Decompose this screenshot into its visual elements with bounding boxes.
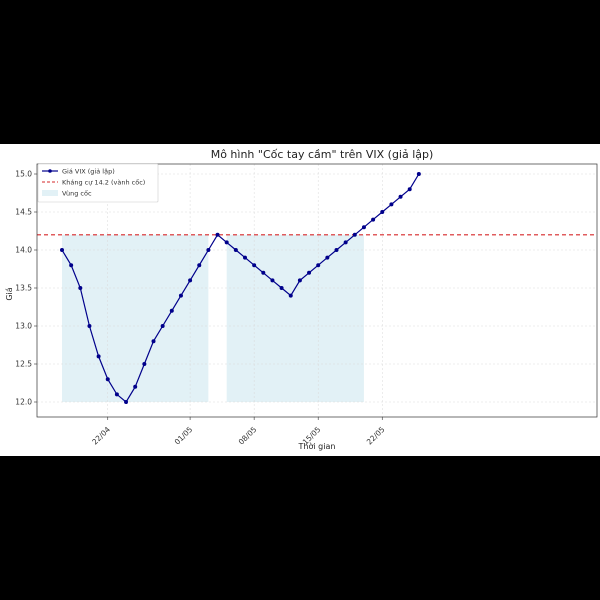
vix-price-point: [78, 286, 83, 290]
vix-price-point: [243, 255, 247, 260]
vix-price-point: [261, 270, 266, 275]
chart-frame: Mô hình "Cốc tay cầm" trên VIX (giả lập)…: [0, 144, 600, 456]
vix-price-point: [352, 232, 357, 237]
vix-price-point: [288, 293, 293, 298]
vix-price-point: [233, 248, 238, 252]
legend-series-marker: [48, 169, 52, 173]
vix-price-point: [224, 240, 229, 245]
x-tick-label: 22/05: [365, 425, 387, 447]
vix-price-point: [188, 278, 193, 283]
vix-price-point: [142, 362, 147, 366]
vix-price-point: [197, 263, 202, 268]
y-tick-label: 12.5: [15, 360, 32, 369]
vix-chart: Mô hình "Cốc tay cầm" trên VIX (giả lập)…: [5, 148, 598, 451]
vix-price-point: [124, 400, 129, 404]
vix-price-point: [325, 255, 330, 260]
vix-price-point: [169, 308, 174, 313]
vix-price-point: [105, 377, 110, 382]
vix-price-point: [279, 286, 284, 290]
chart-title: Mô hình "Cốc tay cầm" trên VIX (giả lập): [211, 148, 434, 161]
vix-price-line: [61, 173, 420, 403]
vix-price-point: [206, 248, 211, 252]
legend: Giá VIX (giả lập) Kháng cự 14.2 (vành cố…: [37, 163, 159, 203]
vix-price-point: [252, 263, 257, 268]
vix-price-point: [307, 270, 312, 275]
vix-price-point: [69, 263, 74, 268]
cup-zone-1: [62, 234, 209, 402]
vix-price-point: [389, 202, 394, 207]
vix-price-point: [160, 324, 165, 328]
vix-price-point: [96, 354, 101, 359]
legend-resistance-label: Kháng cự 14.2 (vành cốc): [62, 179, 145, 187]
vix-price-point: [416, 172, 421, 176]
vix-price-point: [316, 263, 321, 268]
y-tick-label: 15.0: [15, 170, 32, 179]
vix-price-point: [297, 278, 302, 283]
x-tick-label: 01/05: [173, 425, 195, 447]
y-tick-label: 12.0: [15, 398, 32, 407]
legend-box: [37, 163, 159, 203]
x-tick-label: 08/05: [237, 425, 259, 447]
vix-price-point: [114, 392, 119, 397]
vix-price-point: [151, 339, 156, 344]
vix-price-point: [334, 248, 339, 252]
plot-frame: [36, 163, 598, 418]
vix-price-point: [361, 225, 366, 230]
y-tick-label: 13.5: [15, 284, 32, 293]
cup-zone-2: [226, 234, 364, 402]
vix-price-point: [133, 384, 138, 389]
vix-price-point: [215, 232, 220, 237]
vix-price-point: [270, 278, 275, 283]
vix-price-point: [380, 210, 385, 214]
vix-price-point: [87, 324, 92, 328]
vix-price-point: [178, 293, 183, 298]
vix-price-point: [343, 240, 348, 245]
vix-price-point: [60, 248, 64, 252]
x-axis-label: Thời gian: [298, 441, 336, 451]
x-tick-label: 22/04: [90, 425, 112, 447]
vix-price-point: [398, 194, 403, 199]
legend-zone-swatch: [42, 190, 58, 196]
legend-series-label: Giá VIX (giả lập): [62, 168, 115, 176]
y-tick-label: 14.5: [15, 208, 32, 217]
legend-zone-label: Vùng cốc: [62, 190, 92, 198]
vix-price-point: [407, 187, 412, 192]
y-tick-label: 13.0: [15, 322, 32, 331]
y-axis-label: Giá: [5, 287, 14, 300]
y-tick-label: 14.0: [15, 246, 32, 255]
vix-price-point: [371, 217, 376, 222]
